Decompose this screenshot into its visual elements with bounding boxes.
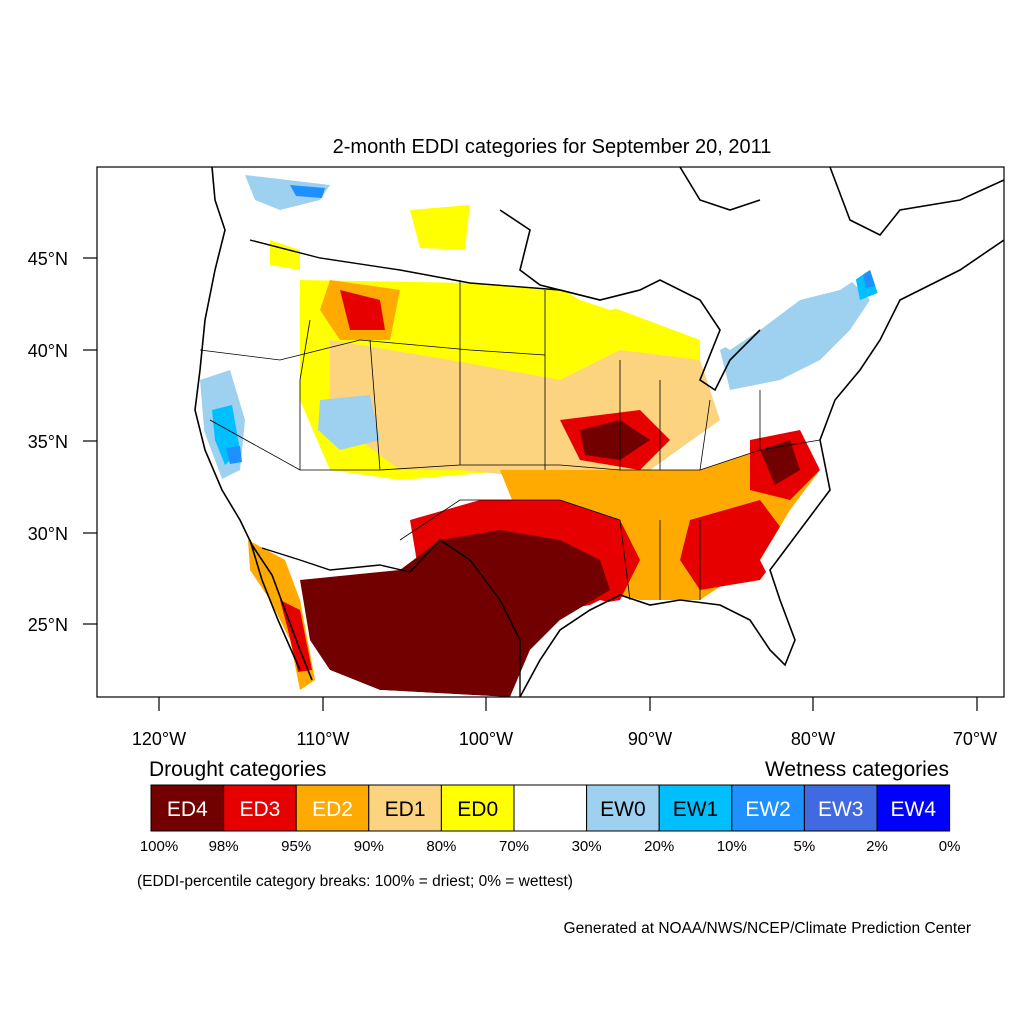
legend-break-label: 95% — [281, 838, 311, 855]
legend-swatch — [658, 784, 733, 832]
legend-swatch-label: ED1 — [385, 798, 426, 821]
lat-tick-label: 45°N — [28, 249, 68, 269]
legend-swatch-label: ED2 — [312, 798, 353, 821]
ew0-bc-region — [245, 175, 330, 210]
legend-break-label: 30% — [572, 838, 602, 855]
legend-swatch — [440, 784, 515, 832]
legend-break-label: 0% — [939, 838, 961, 855]
legend-break-label: 98% — [209, 838, 239, 855]
legend-break-label: 20% — [644, 838, 674, 855]
lon-tick-label: 80°W — [791, 729, 835, 749]
legend-swatch-label: ED3 — [239, 798, 280, 821]
ed0-canada-region — [410, 205, 470, 250]
lon-tick-label: 100°W — [459, 729, 513, 749]
ed2-ontario-region — [560, 240, 790, 290]
lon-tick-label: 70°W — [953, 729, 997, 749]
ed4-missouri-region — [580, 420, 650, 460]
legend-swatch — [731, 784, 805, 832]
legend-swatch — [223, 784, 297, 832]
lat-tick-label: 40°N — [28, 341, 68, 361]
lat-tick-label: 30°N — [28, 524, 68, 544]
legend-color-bar: ED4 ED3 ED2 ED1 ED0 EW0 EW1 EW2 EW3 EW4 — [150, 784, 951, 832]
lat-tick-label: 35°N — [28, 432, 68, 452]
ed3-georgia-region — [680, 500, 790, 590]
ed4-texas-region — [300, 530, 610, 697]
legend-break-label: 90% — [354, 838, 384, 855]
legend-break-label: 5% — [794, 838, 816, 855]
lon-tick-label: 120°W — [132, 729, 186, 749]
credit-line: Generated at NOAA/NWS/NCEP/Climate Predi… — [564, 920, 971, 937]
eddi-category-fill — [195, 240, 880, 697]
legend-break-label: 2% — [866, 838, 888, 855]
ed3-montana-region — [340, 290, 385, 330]
lat-tick-label: 25°N — [28, 615, 68, 635]
legend-swatch-label: EW0 — [600, 798, 646, 821]
ed4-carolina-region — [760, 440, 800, 485]
legend-swatch-label: EW3 — [818, 798, 864, 821]
legend-swatch — [150, 784, 225, 832]
legend-break-labels: 100% 98% 95% 90% 80% 70% 30% 20% 10% 5% 2% 0% — [140, 838, 961, 855]
ew0-northeast-region — [720, 280, 870, 390]
legend-swatch — [513, 784, 588, 832]
coastlines — [194, 167, 1004, 697]
legend-swatch-label: ED4 — [167, 798, 208, 821]
longitude-axis — [158, 697, 978, 711]
ew0-utah-region — [318, 395, 380, 450]
wetness-legend-title: Wetness categories — [765, 758, 949, 781]
legend-swatch-label: EW2 — [745, 798, 791, 821]
legend-swatch-label: EW4 — [891, 798, 937, 821]
legend-break-label: 10% — [717, 838, 747, 855]
map-frame — [96, 166, 1005, 698]
latitude-axis — [83, 257, 97, 625]
lon-tick-label: 90°W — [628, 729, 672, 749]
legend-break-label: 80% — [426, 838, 456, 855]
legend-break-label: 70% — [499, 838, 529, 855]
legend-swatch — [876, 784, 951, 832]
country-borders — [249, 239, 601, 697]
ed1-great-lakes-region — [540, 240, 840, 320]
ed0-bc-south-region — [270, 240, 300, 270]
category-break-note: (EDDI-percentile category breaks: 100% =… — [137, 873, 573, 890]
map-plot-area — [194, 167, 1004, 697]
map-title: 2-month EDDI categories for September 20… — [333, 136, 772, 158]
legend-swatch-label: EW1 — [673, 798, 719, 821]
drought-legend-title: Drought categories — [149, 758, 326, 781]
legend-swatch-label: ED0 — [457, 798, 498, 821]
legend-break-label: 100% — [140, 838, 178, 855]
ew2-bc-region — [290, 185, 325, 198]
lon-tick-label: 110°W — [297, 729, 350, 749]
ew2-california-region — [226, 446, 242, 464]
